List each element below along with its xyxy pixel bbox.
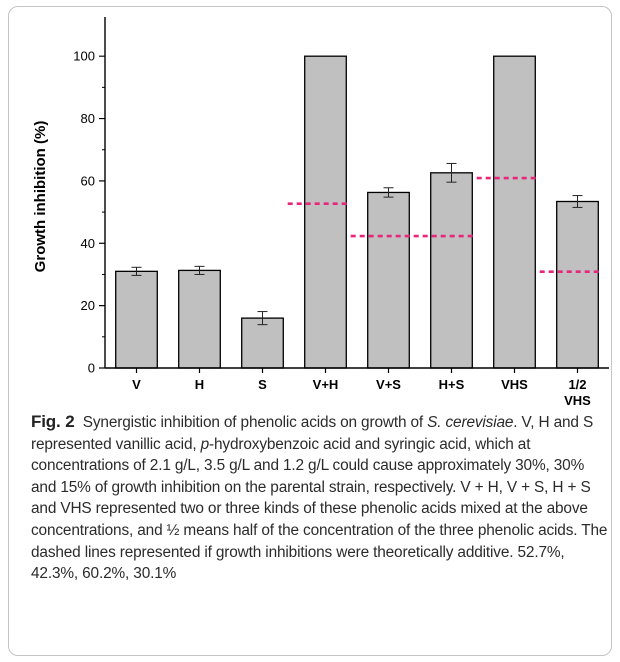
figure-frame: 0 20 40 60 80 100 V H S V+H V+S H+S VHS 1/2 VHS Growth … <box>8 6 612 656</box>
bar-3 <box>304 55 347 369</box>
y-tick-label-4: 80 <box>81 111 95 126</box>
x-tick-label-3: V+H <box>313 377 339 392</box>
figure-caption: Fig. 2 Synergistic inhibition of phenoli… <box>31 411 611 585</box>
caption-text-1: Synergistic inhibition of phenolic acids… <box>82 414 428 431</box>
caption-text-2: . V, H and S represented vanillic acid, <box>31 414 594 453</box>
y-tick-label-3: 60 <box>81 173 95 188</box>
x-tick-label-0: V <box>132 377 141 392</box>
x-tick-label-7: VHS <box>564 393 591 407</box>
y-tick-label-5: 100 <box>73 49 95 64</box>
bar-2 <box>241 317 284 369</box>
x-tick-label-6: VHS <box>501 377 528 392</box>
bar-4 <box>367 191 410 369</box>
y-axis-label: Growth inhibition (%) <box>32 121 49 273</box>
x-tick-label-4: V+S <box>376 377 401 392</box>
bar-5 <box>430 172 473 369</box>
x-tick-label-1: H <box>195 377 204 392</box>
bar-6 <box>493 55 536 369</box>
bar-7 <box>556 200 599 369</box>
y-tick-label-0: 0 <box>88 361 95 376</box>
y-tick-label-1: 20 <box>81 298 95 313</box>
caption-text-3: -hydroxybenzoic acid and syringic acid, … <box>31 435 608 583</box>
bar-0 <box>115 270 158 369</box>
figure-label: Fig. 2 <box>31 412 75 431</box>
x-tick-label-2: S <box>258 377 267 392</box>
y-tick-label-2: 40 <box>81 236 95 251</box>
x-tick-label-5: H+S <box>439 377 465 392</box>
caption-p-prefix: p <box>200 435 210 453</box>
caption-species: S. cerevisiae <box>427 414 514 431</box>
bar-1 <box>178 269 221 369</box>
x-tick-label-7: 1/2 <box>568 377 586 392</box>
